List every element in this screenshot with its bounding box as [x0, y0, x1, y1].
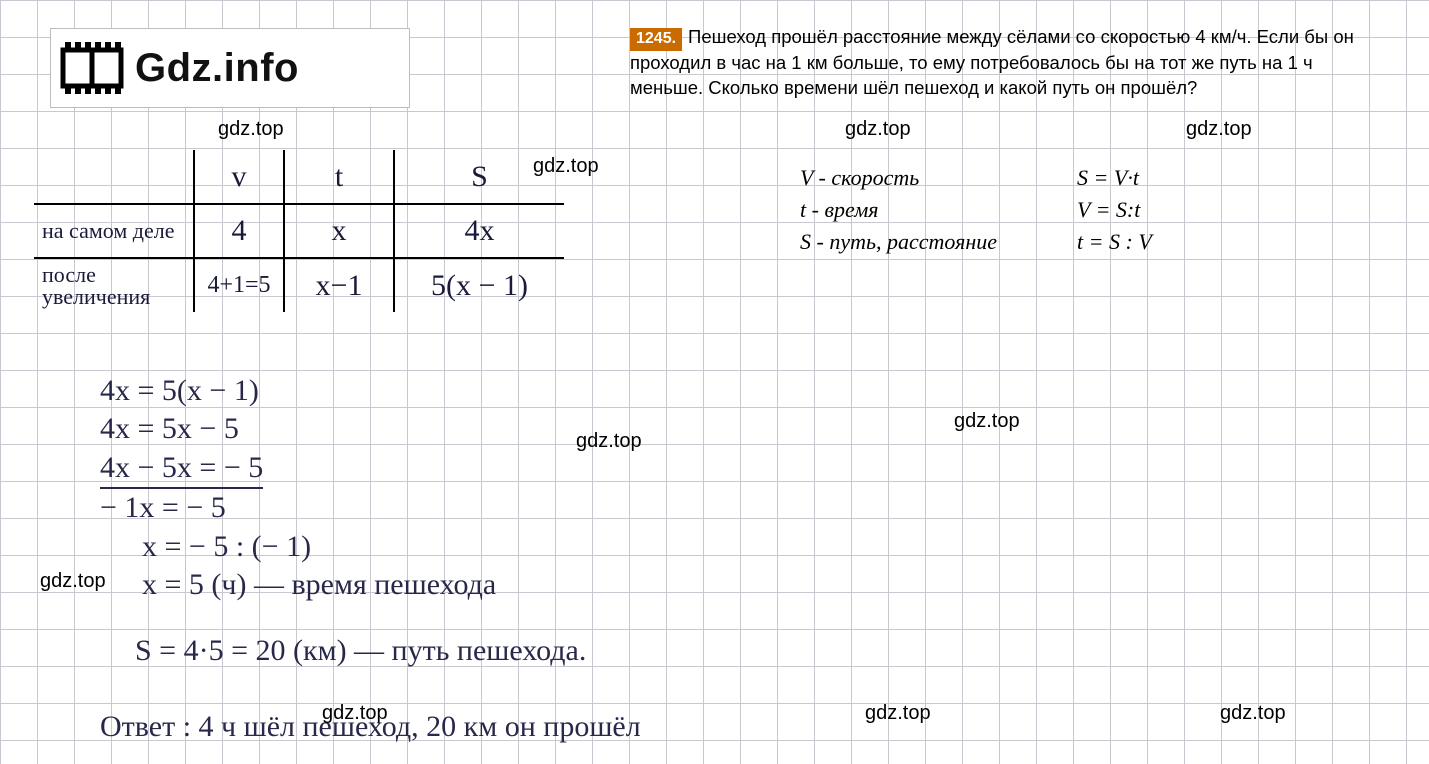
problem-number: 1245. [630, 28, 682, 51]
formula-equations: S = V·t V = S:t t = S : V [1077, 165, 1152, 255]
watermark: gdz.top [533, 155, 599, 178]
row-increased: после увеличения [34, 258, 194, 312]
watermark: gdz.top [40, 570, 106, 593]
formula-legend: V - скорость t - время S - путь, расстоя… [800, 165, 997, 255]
legend-t: t - время [800, 197, 997, 223]
eq-line: − 1x = − 5 [100, 489, 496, 527]
watermark: gdz.top [576, 430, 642, 453]
cell-s2: 5(x − 1) [394, 258, 564, 312]
problem-statement: 1245.Пешеход прошёл расстояние между сёл… [630, 25, 1390, 100]
eq-line: 4x − 5x = − 5 [100, 449, 496, 489]
film-icon [59, 40, 125, 96]
table-corner [34, 150, 194, 204]
table-row: после увеличения 4+1=5 x−1 5(x − 1) [34, 258, 564, 312]
solution-equations: 4x = 5(x − 1) 4x = 5x − 5 4x − 5x = − 5 … [100, 372, 496, 604]
site-logo: Gdz.info [50, 28, 410, 108]
col-v: v [194, 150, 284, 204]
distance-result: S = 4·5 = 20 (км) — путь пешехода. [135, 634, 586, 668]
formula-t: t = S : V [1077, 229, 1152, 255]
watermark: gdz.top [1220, 702, 1286, 725]
watermark: gdz.top [845, 118, 911, 141]
formula-reference: V - скорость t - время S - путь, расстоя… [800, 165, 1360, 255]
watermark: gdz.top [218, 118, 284, 141]
eq-line: x = − 5 : (− 1) [100, 528, 496, 566]
cell-t2: x−1 [284, 258, 394, 312]
cell-v2: 4+1=5 [194, 258, 284, 312]
col-t: t [284, 150, 394, 204]
cell-v1: 4 [194, 204, 284, 258]
formula-s: S = V·t [1077, 165, 1152, 191]
eq-line: x = 5 (ч) — время пешехода [100, 566, 496, 604]
cell-s1: 4x [394, 204, 564, 258]
eq-line: 4x = 5x − 5 [100, 410, 496, 448]
watermark: gdz.top [1186, 118, 1252, 141]
legend-s: S - путь, расстояние [800, 229, 997, 255]
legend-v: V - скорость [800, 165, 997, 191]
problem-text: Пешеход прошёл расстояние между сёлами с… [630, 26, 1354, 98]
solution-table: v t S на самом деле 4 x 4x после увеличе… [34, 150, 564, 312]
row-actual: на самом деле [34, 204, 194, 258]
logo-text: Gdz.info [135, 46, 299, 91]
watermark: gdz.top [954, 410, 1020, 433]
watermark: gdz.top [865, 702, 931, 725]
table-row: на самом деле 4 x 4x [34, 204, 564, 258]
eq-line: 4x = 5(x − 1) [100, 372, 496, 410]
cell-t1: x [284, 204, 394, 258]
watermark: gdz.top [322, 702, 388, 725]
formula-v: V = S:t [1077, 197, 1152, 223]
